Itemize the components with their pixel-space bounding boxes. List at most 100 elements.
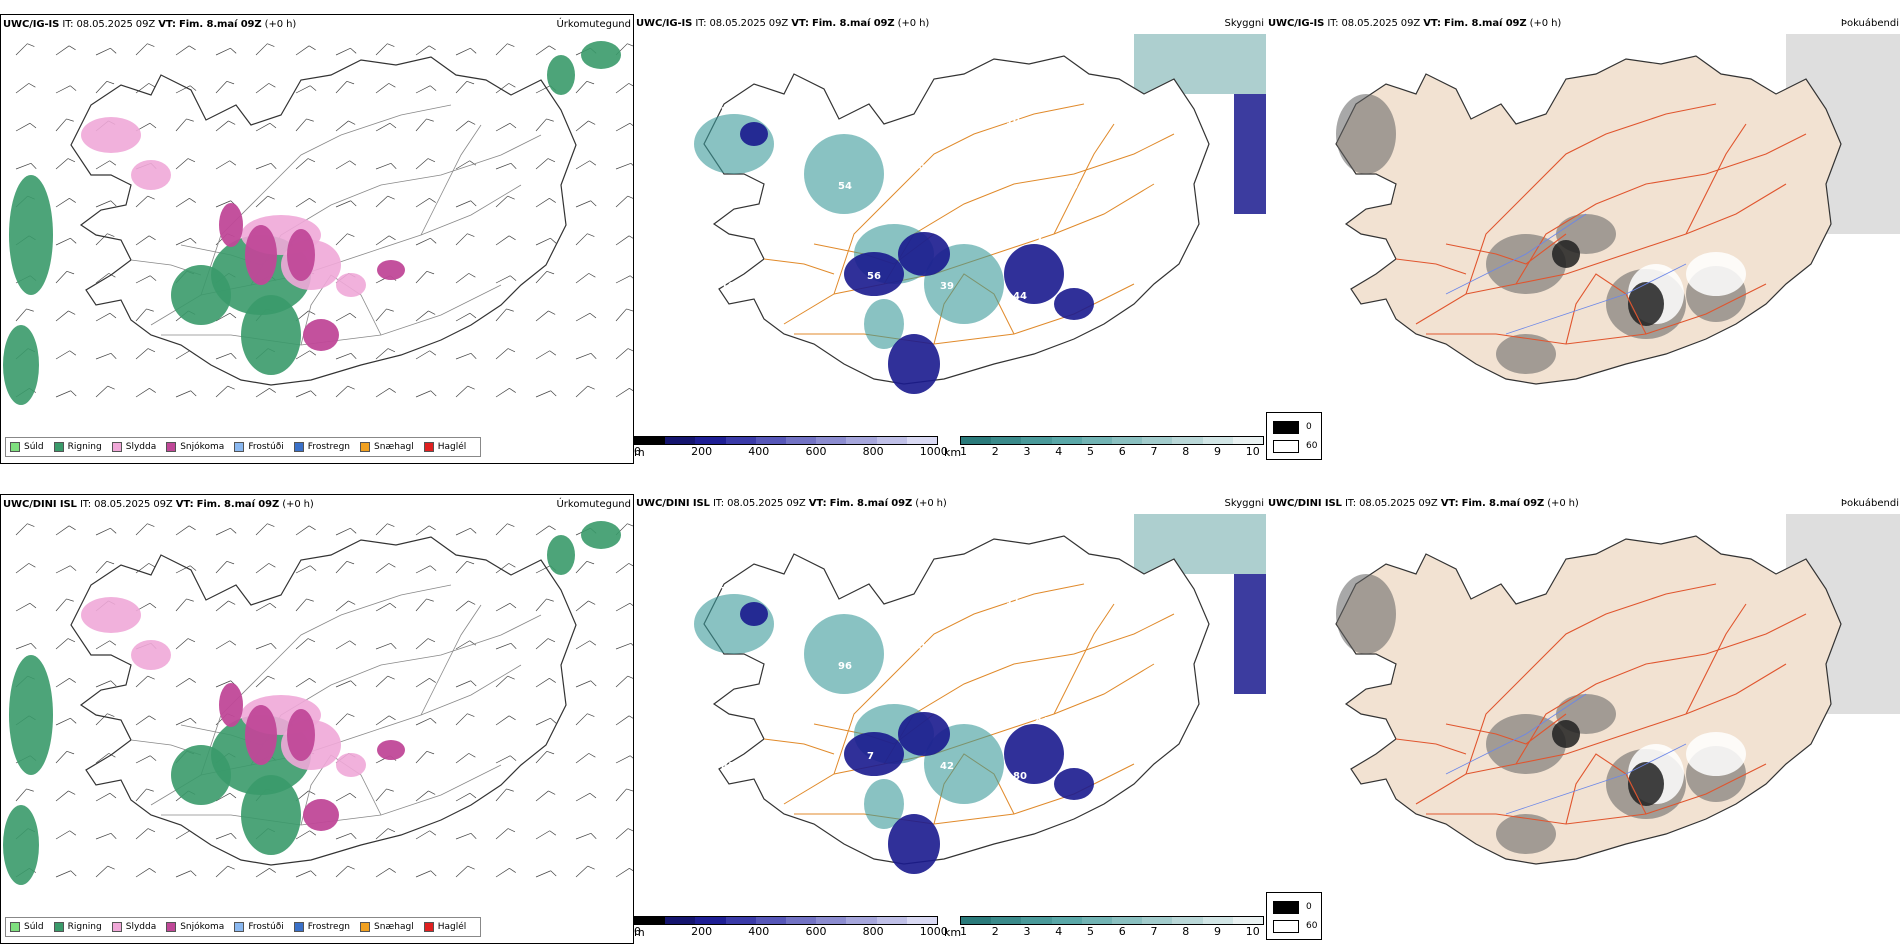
precip-legend-item: Snæhagl [360, 922, 414, 932]
visibility-colorbar: 1 2 3 4 5 6 7 8 9 10 [960, 916, 1264, 938]
precip-legend-item: Snæhagl [360, 442, 414, 452]
colorbar-tick: 3 [1023, 925, 1031, 938]
cloud-base-label: 70 [787, 116, 801, 127]
colorbar-tick: 9 [1214, 445, 1221, 458]
colorbar-segment [1172, 917, 1203, 924]
fog-legend-label: 0 [1306, 902, 1312, 912]
colorbar-segment [1232, 917, 1264, 924]
cloud-base-label: 96 [838, 661, 852, 672]
colorbar-segment [1232, 437, 1264, 444]
legend-swatch [234, 922, 245, 932]
cloud-base-label: 84 [1086, 751, 1100, 762]
colorbar-segment [961, 917, 992, 924]
cloud-base-label: 85 [765, 171, 779, 182]
legend-label: Frostúði [248, 922, 284, 932]
cloud-base-label: 128 [1108, 696, 1129, 707]
colorbar-segment [1051, 917, 1082, 924]
legend-label: Slydda [125, 922, 157, 932]
panel-title: UWC/DINI ISL IT: 08.05.2025 09Z VT: Fim.… [3, 499, 314, 510]
cloud-base-label: 382 [1079, 606, 1100, 617]
cloud-base-unit: m [634, 926, 645, 939]
cloud-base-label: 72 [714, 106, 728, 117]
cloud-base-label: 56 [911, 161, 925, 172]
legend-label: Rigning [67, 442, 102, 452]
colorbar-segment [1081, 917, 1113, 924]
panel-title: UWC/IG-IS IT: 08.05.2025 09Z VT: Fim. 8.… [636, 18, 930, 29]
colorbar-segment [816, 917, 847, 924]
precip-legend-item: Slydda [111, 922, 157, 932]
cloud-base-label: 89 [1152, 586, 1166, 597]
panel-title: UWC/DINI ISL IT: 08.05.2025 09Z VT: Fim.… [1268, 498, 1579, 509]
cloud-base-label: 66 [743, 706, 757, 717]
legend-label: Snæhagl [374, 922, 414, 932]
cloud-base-label: 155 [816, 236, 837, 247]
visibility-unit: km [944, 926, 962, 939]
colorbar-tick: 6 [1118, 445, 1126, 458]
colorbar-segment [1112, 917, 1143, 924]
colorbar-tick: 1 [960, 445, 967, 458]
legend-label: Rigning [67, 922, 102, 932]
precip-legend-item: Rigning [53, 922, 102, 932]
precip-legend-item: Haglél [423, 922, 466, 932]
cloud-base-label: 7 [867, 751, 874, 762]
legend-swatch [423, 922, 434, 932]
fog-legend-label: 0 [1306, 422, 1312, 432]
colorbar-segment [755, 917, 787, 924]
colorbar-segment [991, 917, 1022, 924]
colorbar-segment [1021, 917, 1052, 924]
cloud-base-label: 20 [860, 126, 874, 137]
panel-title: UWC/DINI ISL IT: 08.05.2025 09Z VT: Fim.… [636, 498, 947, 509]
colorbar-segment [635, 437, 666, 444]
precip-legend: Súld Rigning Slydda Snjókoma Frostúði Frostre… [5, 917, 482, 937]
colorbar-segment [725, 437, 756, 444]
colorbar-tick: 400 [748, 445, 770, 458]
cloud-base-label: 10 [1006, 116, 1020, 127]
legend-label: Súld [24, 442, 44, 452]
colorbar-strip [960, 916, 1264, 925]
legend-swatch [10, 442, 20, 452]
colorbar-segment [906, 917, 938, 924]
panel-title: UWC/IG-IS IT: 08.05.2025 09Z VT: Fim. 8.… [1268, 18, 1562, 29]
cloud-base-label: 03 [1159, 761, 1173, 772]
precip-legend-item: Rigning [53, 442, 102, 452]
fog-legend: 0 60 [1266, 892, 1322, 940]
colorbar-strip [634, 436, 938, 445]
precip-legend-item: Haglél [423, 442, 467, 452]
colorbar-segment [876, 437, 907, 444]
cloud-base-label: 99 [765, 651, 779, 662]
fog-panel-row1: UWC/IG-IS IT: 08.05.2025 09Z VT: Fim. 8.… [1266, 14, 1900, 464]
colorbar-tick: 8 [1182, 445, 1190, 458]
cloud-base-unit: m [634, 446, 645, 459]
panel-title: UWC/IG-IS IT: 08.05.2025 09Z VT: Fim. 8.… [3, 19, 297, 30]
colorbar-strip [634, 916, 938, 925]
visibility-unit: km [944, 446, 962, 459]
cloud-base-label: 56 [867, 271, 881, 282]
colorbar-segment [1142, 437, 1173, 444]
colorbar-tick: 200 [691, 925, 713, 938]
cloud-base-label: 101 [911, 641, 932, 652]
precip-panel-row1: UWC/IG-IS IT: 08.05.2025 09Z VT: Fim. 8.… [0, 14, 634, 464]
cloud-base-label: 363 [962, 706, 983, 717]
cloud-base-label: 77 [714, 586, 728, 597]
colorbar-tick: 4 [1055, 925, 1063, 938]
legend-label: Haglél [437, 442, 467, 452]
cloud-panel-row2: UWC/DINI ISL IT: 08.05.2025 09Z VT: Fim.… [634, 494, 1266, 944]
colorbar-segment [786, 917, 817, 924]
cloud-base-label: 56 [1130, 641, 1144, 652]
legend-label: Snæhagl [374, 442, 414, 452]
cloud-base-label: 332 [816, 716, 837, 727]
fog-legend: 0 60 [1266, 412, 1322, 460]
cloud-base-label: 44 [1035, 716, 1049, 727]
precip-panel-row2: UWC/DINI ISL IT: 08.05.2025 09Z VT: Fim.… [0, 494, 634, 944]
panel-product-name: Úrkomutegund [556, 19, 631, 30]
colorbar-segment [1051, 437, 1082, 444]
colorbar-tick: 0 [634, 445, 641, 458]
cloud-base-label: 44 [1013, 291, 1027, 302]
cloud-panel-row1: UWC/IG-IS IT: 08.05.2025 09Z VT: Fim. 8.… [634, 14, 1266, 464]
cloud-map: 77 20 12 33 11 382 89 99 96 101 74 73 56 66 332 282 363 4… [694, 514, 1266, 874]
panel-product-name: Úrkomutegund [556, 499, 631, 510]
cloud-base-label: 77 [1108, 216, 1122, 227]
cloud-base-label: 11 [1079, 126, 1093, 137]
legend-swatch [234, 442, 245, 452]
colorbar-segment [665, 437, 696, 444]
